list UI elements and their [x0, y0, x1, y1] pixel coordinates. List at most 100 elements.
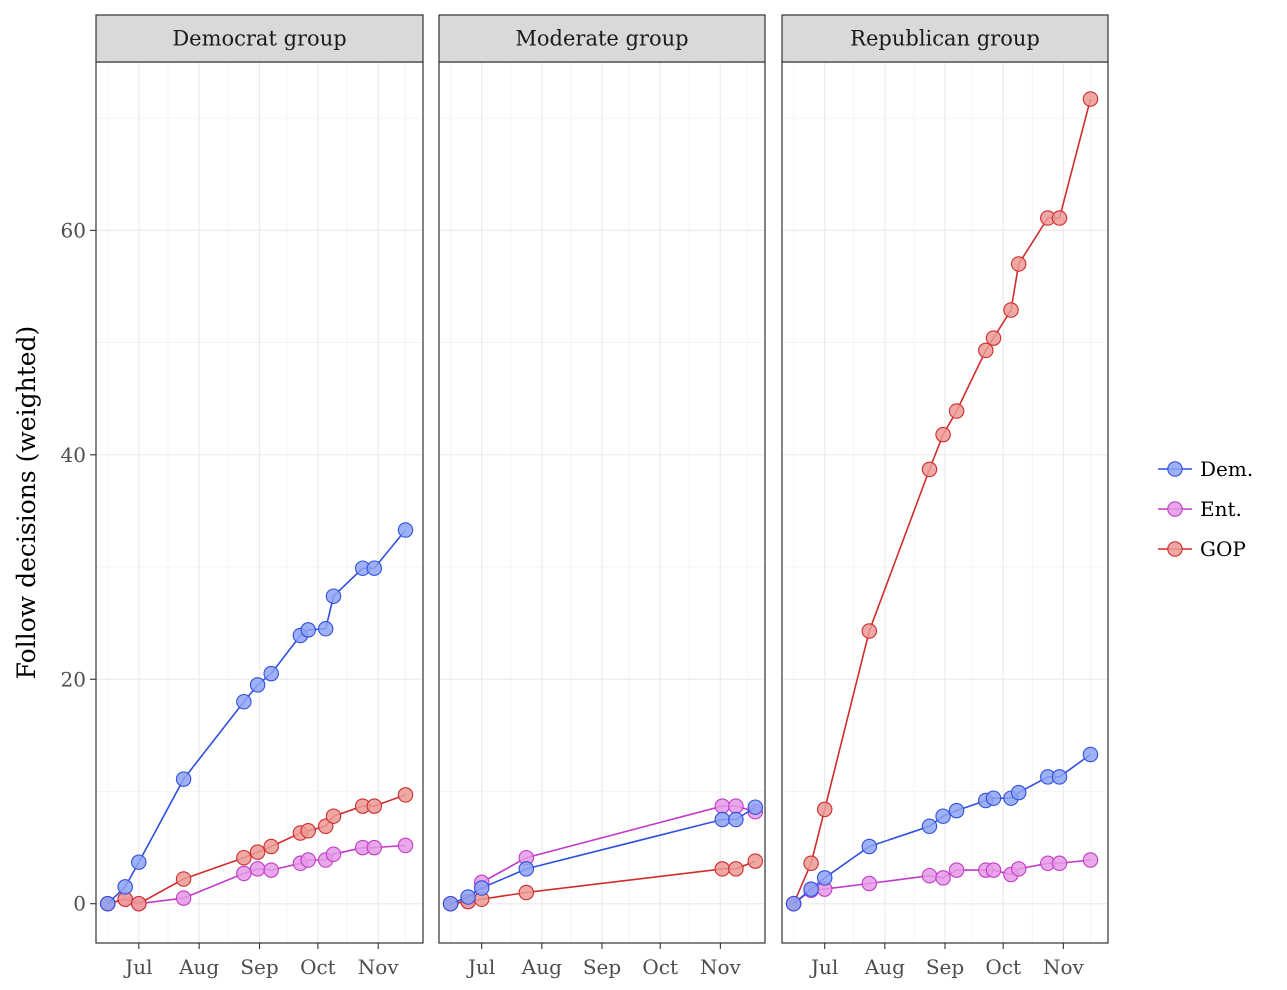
data-point-gop — [728, 861, 744, 877]
data-point-gop — [921, 461, 938, 478]
data-point-gop — [236, 849, 252, 866]
data-point-dem — [131, 854, 147, 870]
y-tick-label: 0 — [73, 892, 86, 916]
data-point-dem — [99, 895, 116, 912]
data-point-ent — [263, 862, 279, 878]
x-tick-label: Jul — [123, 955, 152, 979]
y-tick-label: 20 — [61, 667, 86, 691]
legend-key-point — [1167, 461, 1183, 477]
x-tick-label: Oct — [642, 955, 678, 979]
x-tick-label: Sep — [240, 955, 278, 979]
y-tick-label: 60 — [61, 218, 86, 242]
data-point-gop — [1003, 302, 1019, 318]
facet-title: Moderate group — [515, 27, 688, 51]
data-point-ent — [249, 861, 266, 877]
data-point-dem — [317, 621, 334, 637]
data-point-ent — [366, 839, 383, 856]
data-point-dem — [518, 861, 535, 877]
data-point-gop — [714, 861, 731, 877]
data-point-dem — [263, 665, 279, 682]
data-point-dem — [921, 818, 938, 835]
facet-strip — [781, 14, 1109, 63]
facet-title: Republican group — [850, 27, 1040, 51]
data-point-dem — [948, 802, 965, 819]
data-point-gop — [263, 838, 279, 855]
data-point-gop — [397, 787, 414, 803]
data-point-dem — [935, 808, 951, 824]
legend-item-ent: Ent. — [1158, 497, 1242, 521]
data-point-ent — [325, 846, 342, 863]
data-point-ent — [728, 798, 744, 814]
x-tick-label: Aug — [178, 955, 219, 979]
data-point-dem — [460, 889, 476, 905]
data-point-ent — [1051, 855, 1068, 872]
data-point-dem — [816, 870, 833, 886]
data-point-dem — [397, 522, 414, 538]
x-tick-label: Jul — [466, 955, 495, 979]
legend: Dem. Ent. GOP — [1158, 457, 1253, 561]
data-point-dem — [300, 622, 316, 638]
legend-label: GOP — [1200, 537, 1246, 561]
legend-item-gop: GOP — [1158, 537, 1246, 561]
data-point-dem — [747, 799, 764, 815]
panel-3: Republican group Jul Aug Sep Oct Nov — [781, 14, 1109, 979]
data-point-ent — [397, 837, 414, 854]
data-point-dem — [175, 771, 192, 787]
legend-key-point — [1167, 501, 1183, 517]
x-tick-label: Oct — [300, 955, 336, 979]
data-point-gop — [300, 823, 316, 839]
data-point-gop — [747, 853, 764, 869]
x-tick-label: Aug — [864, 955, 905, 979]
data-point-gop — [249, 844, 266, 860]
data-point-dem — [473, 880, 490, 896]
x-tick-label: Nov — [358, 955, 400, 979]
data-point-gop — [366, 798, 383, 814]
x-tick-label: Nov — [700, 955, 742, 979]
legend-label: Ent. — [1200, 497, 1242, 521]
data-point-dem — [785, 895, 802, 912]
data-point-gop — [1010, 256, 1027, 272]
series-line-gop — [792, 98, 1092, 905]
x-tick-label: Jul — [809, 955, 838, 979]
data-point-ent — [300, 852, 316, 868]
data-point-dem — [442, 895, 459, 912]
data-point-gop — [131, 895, 147, 912]
data-point-dem — [1082, 746, 1099, 763]
data-point-dem — [236, 693, 252, 710]
panel-2: Moderate group Jul Aug Sep Oct Nov — [438, 14, 766, 979]
data-point-gop — [803, 855, 819, 872]
legend-item-dem: Dem. — [1158, 457, 1253, 481]
data-point-gop — [816, 801, 833, 818]
data-point-dem — [366, 560, 383, 576]
data-point-ent — [921, 867, 938, 884]
panel-1: Democrat group Jul Aug Sep Oct Nov — [95, 14, 424, 979]
data-point-gop — [861, 623, 878, 639]
data-point-ent — [985, 862, 1002, 878]
data-point-ent — [714, 798, 731, 814]
data-point-ent — [236, 865, 252, 882]
data-point-gop — [325, 808, 342, 824]
facet-strip — [438, 14, 766, 63]
data-point-dem — [803, 881, 819, 897]
x-tick-label: Nov — [1043, 955, 1085, 979]
data-point-gop — [978, 342, 994, 359]
data-point-ent — [175, 890, 192, 906]
facet-title: Democrat group — [172, 27, 346, 51]
data-point-dem — [1051, 769, 1068, 785]
data-point-ent — [861, 875, 878, 892]
data-point-dem — [249, 677, 266, 693]
data-point-dem — [714, 811, 731, 828]
data-point-dem — [117, 879, 133, 895]
y-axis-title: Follow decisions (weighted) — [12, 326, 41, 680]
data-point-gop — [175, 871, 192, 887]
data-point-dem — [325, 588, 342, 604]
x-tick-label: Sep — [926, 955, 964, 979]
data-point-dem — [1010, 784, 1027, 801]
data-point-dem — [861, 838, 878, 855]
x-tick-label: Sep — [583, 955, 621, 979]
data-point-gop — [935, 426, 951, 443]
legend-key-point — [1167, 541, 1183, 557]
data-point-ent — [948, 862, 965, 878]
